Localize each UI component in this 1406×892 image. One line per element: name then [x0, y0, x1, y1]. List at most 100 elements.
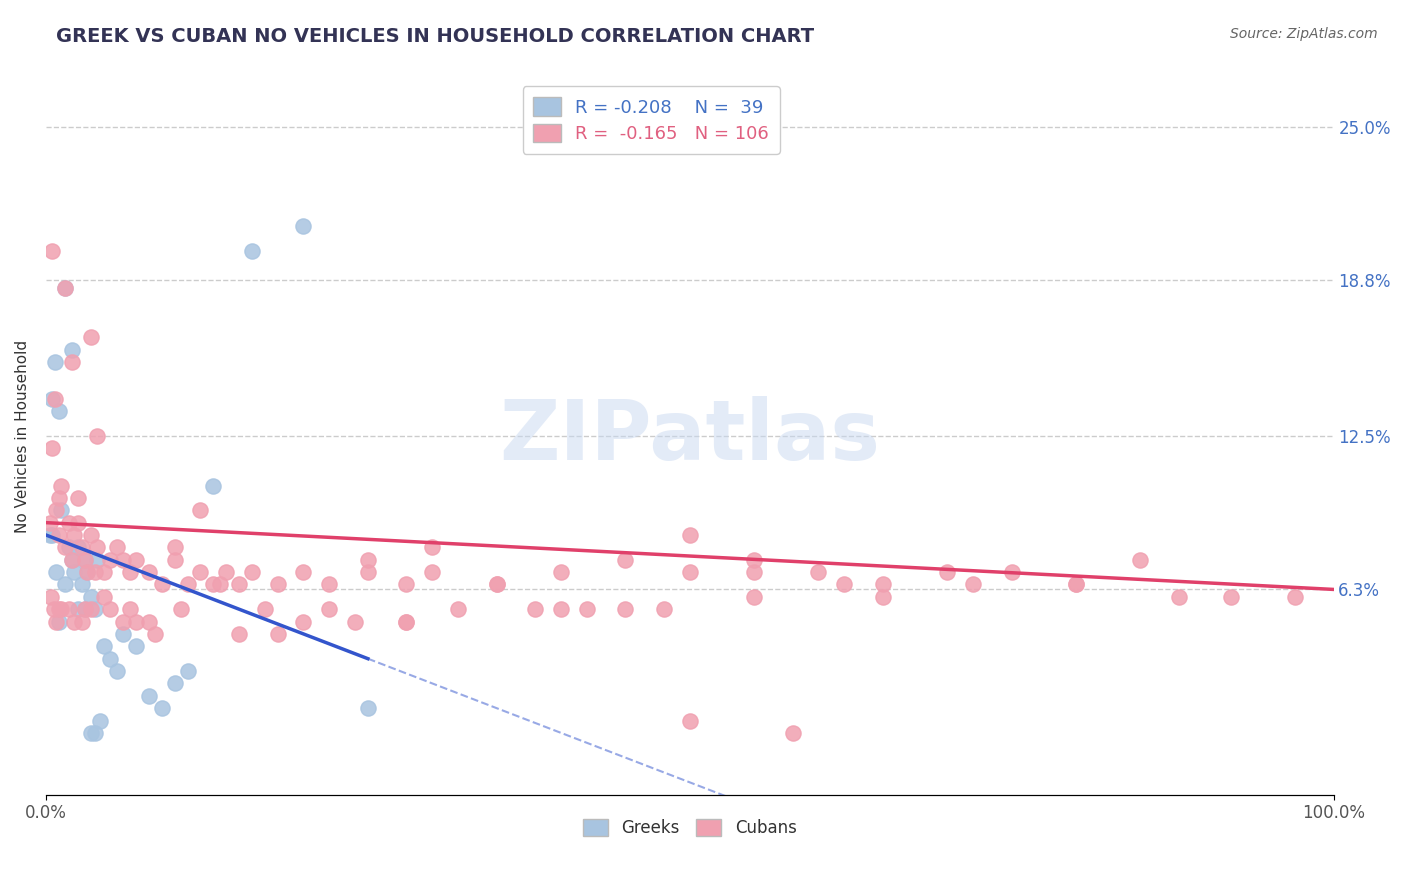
Point [1064, 577, 1087, 591]
Point [550, 565, 572, 579]
Point [292, 219, 315, 233]
Point [67, 516, 90, 530]
Point [176, 577, 198, 591]
Point [240, 244, 263, 258]
Point [318, 577, 340, 591]
Point [48, 602, 70, 616]
Point [44, 355, 66, 369]
Point [395, 615, 418, 629]
Point [163, 553, 186, 567]
Point [228, 577, 250, 591]
Point [318, 602, 340, 616]
Point [58, 602, 80, 616]
Point [76, 565, 98, 579]
Point [45, 503, 67, 517]
Point [962, 577, 984, 591]
Point [832, 577, 855, 591]
Point [58, 516, 80, 530]
Point [679, 528, 702, 542]
Point [202, 478, 225, 492]
Point [267, 627, 290, 641]
Point [93, 565, 115, 579]
Point [782, 726, 804, 740]
Point [42, 602, 65, 616]
Point [420, 541, 443, 555]
Point [60, 355, 83, 369]
Point [138, 689, 160, 703]
Point [53, 281, 76, 295]
Point [176, 664, 198, 678]
Point [807, 565, 830, 579]
Point [679, 565, 702, 579]
Point [112, 615, 135, 629]
Point [118, 565, 141, 579]
Point [1001, 565, 1024, 579]
Point [614, 602, 637, 616]
Point [614, 553, 637, 567]
Point [41, 528, 63, 542]
Point [39, 590, 62, 604]
Point [63, 528, 86, 542]
Text: GREEK VS CUBAN NO VEHICLES IN HOUSEHOLD CORRELATION CHART: GREEK VS CUBAN NO VEHICLES IN HOUSEHOLD … [56, 27, 814, 45]
Point [60, 553, 83, 567]
Point [292, 565, 315, 579]
Point [73, 553, 96, 567]
Point [343, 615, 366, 629]
Point [67, 541, 90, 555]
Point [70, 615, 93, 629]
Point [1284, 590, 1306, 604]
Point [125, 640, 148, 654]
Point [357, 553, 380, 567]
Point [202, 577, 225, 591]
Point [86, 429, 108, 443]
Point [63, 615, 86, 629]
Point [53, 541, 76, 555]
Point [48, 404, 70, 418]
Point [125, 615, 148, 629]
Text: Source: ZipAtlas.com: Source: ZipAtlas.com [1230, 27, 1378, 41]
Point [652, 602, 675, 616]
Point [38, 516, 60, 530]
Point [357, 701, 380, 715]
Point [679, 714, 702, 728]
Point [190, 565, 212, 579]
Point [105, 664, 128, 678]
Point [44, 392, 66, 406]
Point [240, 565, 263, 579]
Point [1129, 553, 1152, 567]
Point [80, 590, 103, 604]
Point [93, 590, 115, 604]
Point [41, 392, 63, 406]
Point [150, 701, 173, 715]
Point [60, 343, 83, 357]
Point [208, 577, 231, 591]
Point [872, 590, 894, 604]
Point [1219, 590, 1241, 604]
Point [41, 442, 63, 456]
Point [80, 330, 103, 344]
Point [163, 676, 186, 690]
Point [215, 565, 238, 579]
Point [118, 602, 141, 616]
Point [76, 565, 98, 579]
Point [395, 615, 418, 629]
Point [936, 565, 959, 579]
Point [80, 602, 103, 616]
Point [51, 478, 73, 492]
Point [292, 615, 315, 629]
Point [105, 541, 128, 555]
Point [395, 577, 418, 591]
Point [38, 528, 60, 542]
Point [1064, 577, 1087, 591]
Point [357, 565, 380, 579]
Point [524, 602, 547, 616]
Point [253, 602, 276, 616]
Point [48, 491, 70, 505]
Text: ZIPatlas: ZIPatlas [499, 395, 880, 476]
Point [53, 281, 76, 295]
Point [485, 577, 508, 591]
Point [170, 602, 193, 616]
Point [190, 503, 212, 517]
Point [872, 577, 894, 591]
Point [41, 244, 63, 258]
